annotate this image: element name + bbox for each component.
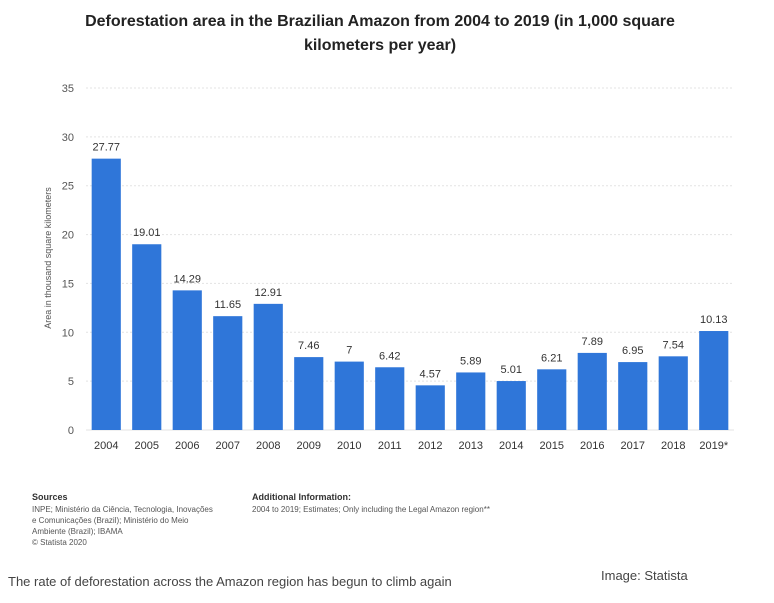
bar bbox=[415, 385, 445, 430]
sources-heading: Sources bbox=[32, 492, 68, 502]
data-label: 7.54 bbox=[663, 339, 684, 351]
data-label: 6.95 bbox=[622, 345, 643, 357]
data-label: 27.77 bbox=[92, 142, 120, 154]
sources-line: Ambiente (Brazil); IBAMA bbox=[32, 527, 123, 536]
bar bbox=[537, 369, 567, 430]
y-tick-label: 30 bbox=[62, 132, 74, 144]
data-label: 7 bbox=[346, 345, 352, 357]
sources-line: e Comunicações (Brazil); Ministério do M… bbox=[32, 516, 189, 525]
y-tick-label: 20 bbox=[62, 230, 74, 242]
bar bbox=[172, 290, 202, 430]
data-label: 4.57 bbox=[420, 368, 441, 380]
y-tick-label: 0 bbox=[68, 425, 74, 437]
bar bbox=[375, 367, 405, 430]
image-credit: Image: Statista bbox=[601, 568, 688, 583]
data-label: 6.21 bbox=[541, 352, 562, 364]
image-caption: The rate of deforestation across the Ama… bbox=[8, 574, 452, 589]
bar bbox=[658, 356, 688, 430]
data-label: 7.89 bbox=[582, 336, 603, 348]
additional-info-block: Additional Information: 2004 to 2019; Es… bbox=[252, 492, 572, 515]
bar bbox=[253, 303, 283, 430]
y-tick-label: 25 bbox=[62, 181, 74, 193]
bar bbox=[294, 357, 324, 430]
x-tick-label: 2006 bbox=[175, 440, 199, 452]
bar bbox=[577, 352, 607, 430]
bar bbox=[91, 158, 121, 430]
bar bbox=[213, 316, 243, 430]
x-tick-label: 2004 bbox=[94, 440, 118, 452]
x-tick-label: 2018 bbox=[661, 440, 685, 452]
additional-info-text: 2004 to 2019; Estimates; Only including … bbox=[252, 505, 490, 514]
data-label: 12.91 bbox=[254, 287, 282, 299]
chart-title: Deforestation area in the Brazilian Amaz… bbox=[85, 13, 675, 54]
data-label: 10.13 bbox=[700, 314, 728, 326]
sources-line: INPE; Ministério da Ciência, Tecnologia,… bbox=[32, 505, 213, 514]
additional-info-heading: Additional Information: bbox=[252, 492, 351, 502]
x-tick-label: 2019* bbox=[699, 440, 728, 452]
y-tick-label: 15 bbox=[62, 278, 74, 290]
x-tick-label: 2017 bbox=[621, 440, 645, 452]
x-tick-label: 2015 bbox=[540, 440, 564, 452]
y-tick-label: 10 bbox=[62, 327, 74, 339]
sources-block: Sources INPE; Ministério da Ciência, Tec… bbox=[32, 492, 247, 548]
x-tick-label: 2016 bbox=[580, 440, 604, 452]
x-tick-label: 2007 bbox=[216, 440, 240, 452]
bar bbox=[618, 362, 648, 430]
y-tick-label: 5 bbox=[68, 376, 74, 388]
data-label: 14.29 bbox=[173, 273, 201, 285]
bar-chart: 0 5 10 15 20 25 30 35 27.77 2004 19.01 2005 14.29 200… bbox=[62, 83, 734, 452]
data-label: 7.46 bbox=[298, 340, 319, 352]
x-tick-label: 2008 bbox=[256, 440, 280, 452]
bar bbox=[699, 331, 729, 430]
sources-line: © Statista 2020 bbox=[32, 538, 87, 547]
footer bbox=[0, 557, 774, 603]
x-tick-label: 2010 bbox=[337, 440, 361, 452]
bar bbox=[456, 372, 486, 430]
x-tick-label: 2011 bbox=[378, 440, 402, 452]
x-tick-label: 2009 bbox=[297, 440, 321, 452]
y-tick-label: 35 bbox=[62, 83, 74, 95]
bar bbox=[334, 361, 364, 430]
data-label: 6.42 bbox=[379, 350, 400, 362]
x-tick-label: 2005 bbox=[135, 440, 159, 452]
x-tick-label: 2013 bbox=[459, 440, 483, 452]
data-label: 11.65 bbox=[214, 299, 241, 311]
x-tick-label: 2014 bbox=[499, 440, 523, 452]
data-label: 5.89 bbox=[460, 355, 481, 367]
data-label: 5.01 bbox=[501, 364, 522, 376]
data-label: 19.01 bbox=[133, 227, 161, 239]
bar bbox=[496, 381, 526, 430]
bar bbox=[132, 244, 162, 430]
x-tick-label: 2012 bbox=[418, 440, 442, 452]
